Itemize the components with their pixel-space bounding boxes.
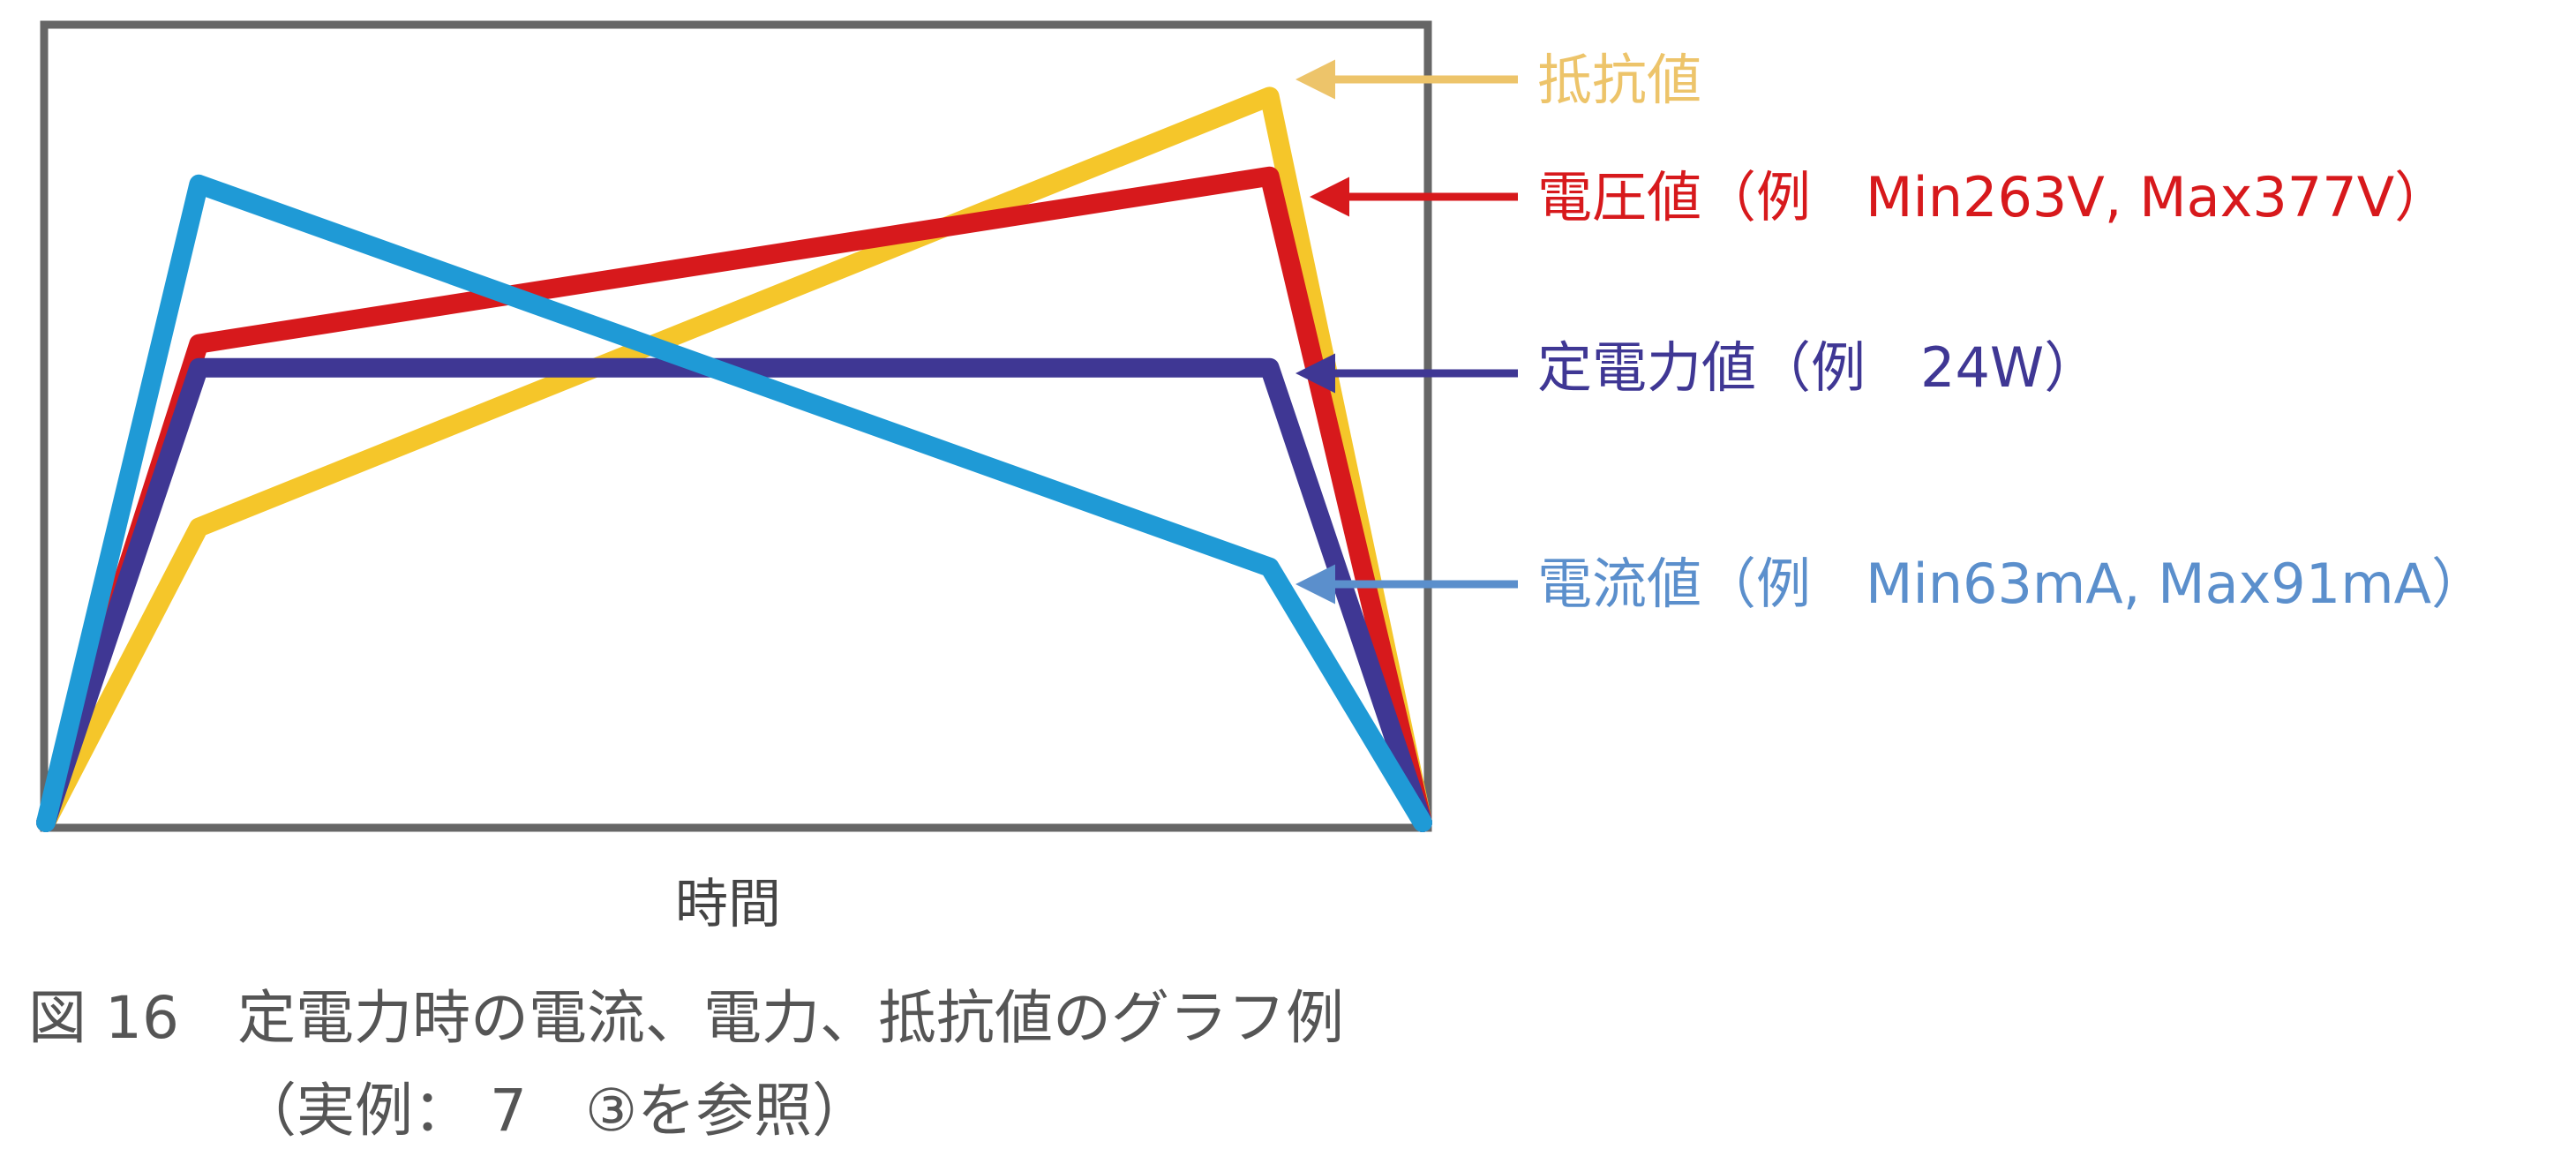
- annotation-label-voltage: 電圧値（例 Min263V, Max377V）: [1537, 165, 2449, 229]
- x-axis-label: 時間: [675, 874, 781, 935]
- series-line-2: [36, 357, 1432, 832]
- plot-frame: [40, 20, 1432, 832]
- annotation-label-current: 電流値（例 Min63mA, Max91mA）: [1537, 552, 2486, 616]
- series-layer: [36, 86, 1432, 832]
- annotation-label-power: 定電力値（例 24W）: [1537, 335, 2099, 400]
- figure-caption: 図 16 定電力時の電流、電力、抵抗値のグラフ例: [28, 984, 1344, 1052]
- series-line-3: [36, 174, 1432, 832]
- annotation-label-resistance: 抵抗値: [1537, 48, 1701, 112]
- figure-caption-subline: （実例： 7 ③を参照）: [238, 1077, 871, 1145]
